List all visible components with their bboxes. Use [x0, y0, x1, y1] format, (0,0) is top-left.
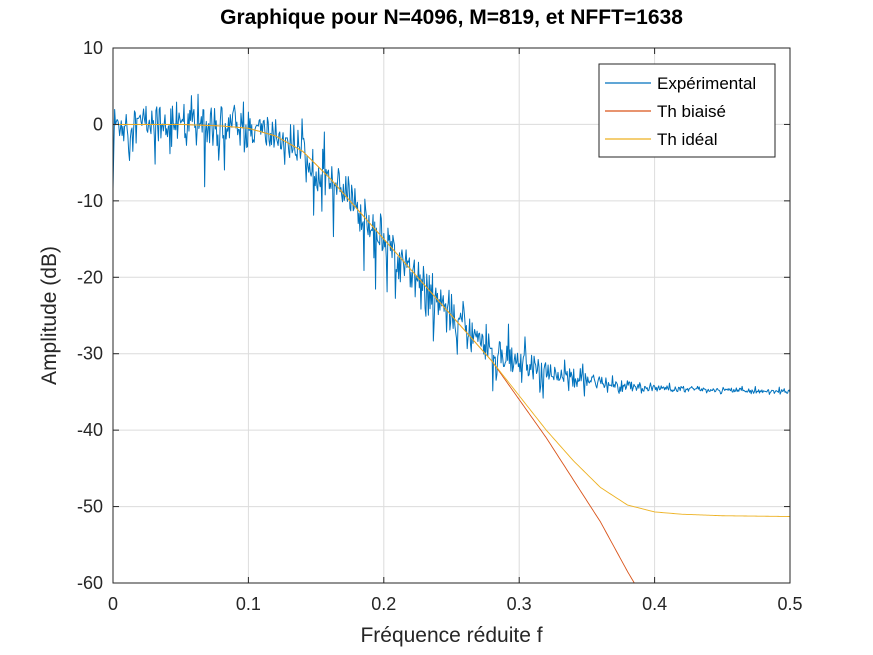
y-tick-label: -20 [77, 267, 103, 287]
y-tick-label: -60 [77, 573, 103, 593]
y-axis-label: Amplitude (dB) [38, 246, 61, 385]
x-tick-label: 0.3 [507, 594, 532, 614]
y-tick-label: -50 [77, 497, 103, 517]
y-tick-label: -10 [77, 191, 103, 211]
x-tick-label: 0.1 [236, 594, 261, 614]
axis-ticks: 0 0.1 0.2 0.3 0.4 0.5 10 0 -10 -20 -30 -40 -50 -60 [77, 38, 803, 614]
y-tick-label: -30 [77, 344, 103, 364]
x-tick-label: 0.2 [371, 594, 396, 614]
chart-title: Graphique pour N=4096, M=819, et NFFT=16… [220, 6, 683, 29]
legend-entry-label: Expérimental [657, 74, 756, 93]
x-axis-label: Fréquence réduite f [360, 624, 542, 647]
y-tick-label: 10 [83, 38, 103, 58]
y-tick-label: 0 [93, 114, 103, 134]
x-tick-label: 0 [108, 594, 118, 614]
x-tick-label: 0.4 [642, 594, 667, 614]
grid-lines [113, 48, 790, 583]
series-lines [113, 93, 790, 583]
x-tick-label: 0.5 [777, 594, 802, 614]
series-line-1 [113, 93, 790, 399]
legend-entry-label: Th idéal [657, 130, 717, 149]
y-tick-label: -40 [77, 420, 103, 440]
legend-entry-label: Th biaisé [657, 102, 726, 121]
legend: Expérimental Th biaisé Th idéal [598, 63, 776, 158]
axes-box [112, 47, 791, 584]
series-line-3 [113, 123, 790, 517]
